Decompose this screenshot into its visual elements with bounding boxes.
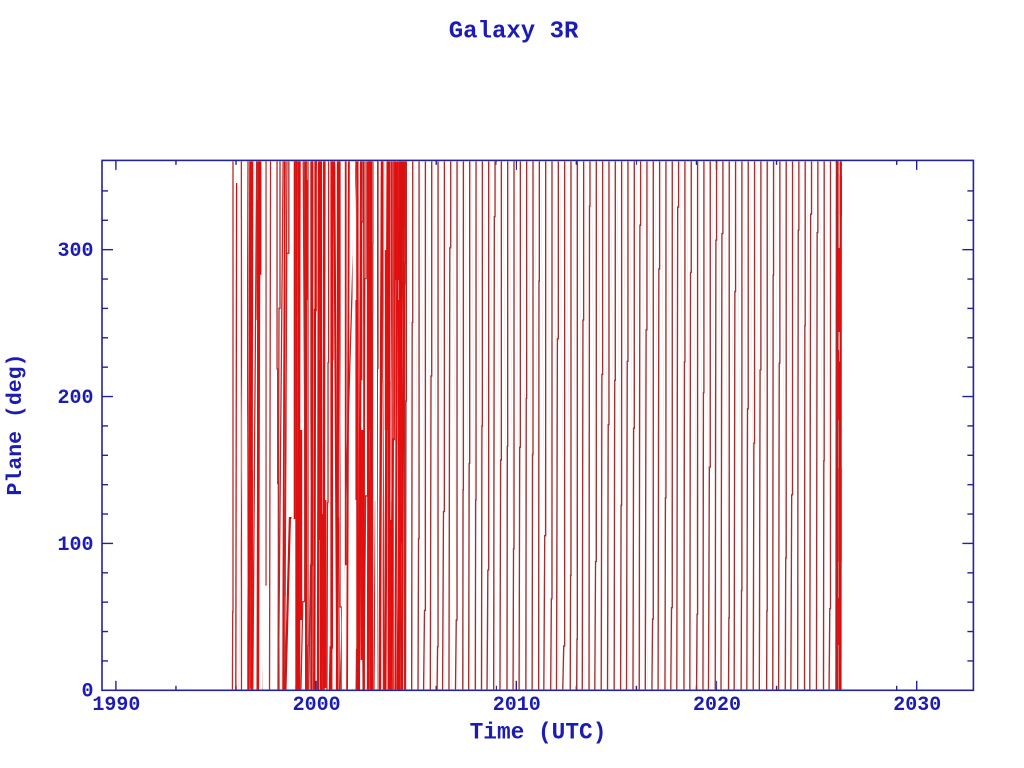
svg-text:Time (UTC): Time (UTC) [470, 720, 607, 746]
svg-text:Plane (deg): Plane (deg) [4, 354, 28, 496]
svg-text:2010: 2010 [493, 694, 541, 717]
svg-text:2030: 2030 [893, 694, 941, 717]
svg-text:2000: 2000 [293, 694, 341, 717]
svg-text:2020: 2020 [693, 694, 741, 717]
svg-text:100: 100 [57, 534, 93, 557]
svg-text:0: 0 [81, 681, 93, 704]
svg-text:200: 200 [57, 387, 93, 410]
svg-text:1990: 1990 [92, 694, 140, 717]
svg-text:300: 300 [57, 240, 93, 263]
svg-text:Galaxy 3R: Galaxy 3R [449, 18, 579, 45]
